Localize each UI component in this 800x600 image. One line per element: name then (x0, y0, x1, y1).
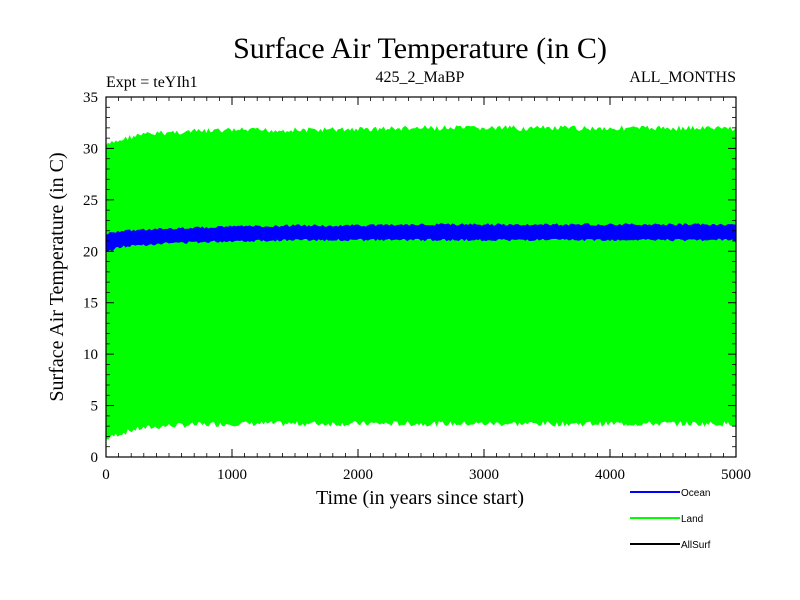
x-tick-label: 4000 (595, 467, 625, 483)
chart-title: Surface Air Temperature (in C) (233, 32, 607, 65)
y-tick-label: 35 (83, 90, 98, 106)
x-tick-label: 2000 (343, 467, 373, 483)
y-axis-label: Surface Air Temperature (in C) (46, 152, 68, 401)
x-tick-label: 0 (102, 467, 110, 483)
y-axis: 0 5 10 15 20 25 30 35 (83, 90, 736, 466)
series-land-band (105, 125, 737, 440)
y-tick-label: 10 (83, 347, 98, 363)
experiment-label: Expt = teYIh1 (106, 74, 198, 91)
y-tick-label: 30 (83, 141, 98, 157)
x-tick-label: 5000 (721, 467, 751, 483)
x-tick-label: 3000 (469, 467, 499, 483)
y-tick-label: 5 (91, 399, 99, 415)
legend-label-ocean: Ocean (681, 488, 710, 499)
y-tick-label: 20 (83, 244, 98, 260)
plot-area (105, 125, 737, 440)
x-tick-label: 1000 (217, 467, 247, 483)
y-tick-label: 25 (83, 193, 98, 209)
x-axis: 0 1000 2000 3000 4000 5000 (102, 97, 751, 483)
period-label: 425_2_MaBP (376, 69, 465, 86)
x-axis-label: Time (in years since start) (316, 487, 524, 509)
legend-label-allsurf: AllSurf (681, 540, 711, 551)
y-tick-label: 0 (91, 450, 99, 466)
legend-label-land: Land (681, 514, 703, 525)
y-tick-label: 15 (83, 296, 98, 312)
months-label: ALL_MONTHS (629, 69, 736, 86)
legend: Ocean Land AllSurf (630, 488, 711, 551)
